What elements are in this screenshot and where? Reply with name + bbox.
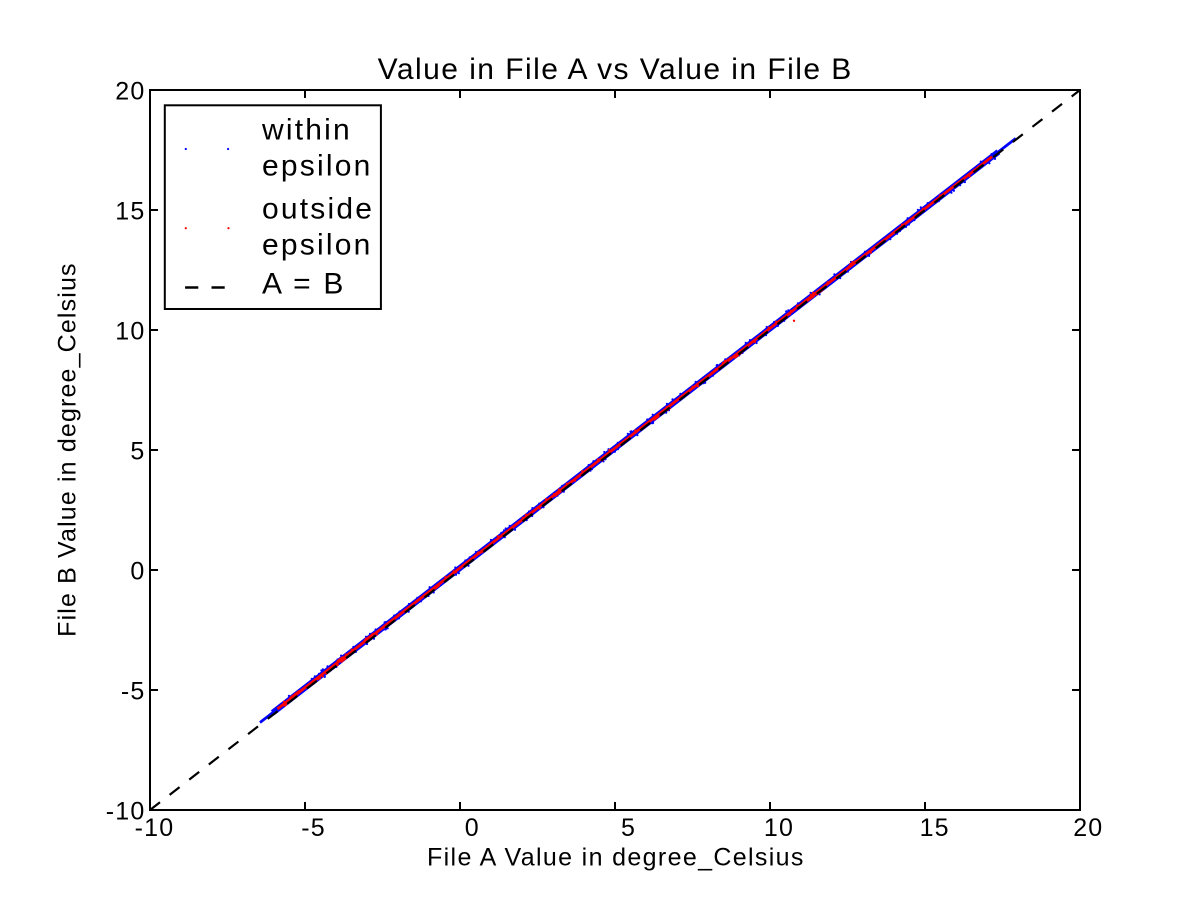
svg-text:-5: -5 [121,677,146,705]
svg-text:0: 0 [130,557,145,585]
svg-text:20: 20 [115,77,145,105]
svg-text:-10: -10 [135,814,175,842]
svg-text:10: 10 [115,317,145,345]
svg-text:5: 5 [130,437,145,465]
svg-text:5: 5 [621,814,636,842]
svg-text:-10: -10 [106,797,146,825]
svg-text:0: 0 [465,814,480,842]
svg-text:20: 20 [1073,814,1103,842]
svg-text:15: 15 [920,814,950,842]
svg-text:epsilon: epsilon [262,150,372,183]
svg-text:A = B: A = B [262,268,346,301]
svg-text:outside: outside [262,193,374,226]
svg-text:within: within [261,114,352,147]
svg-text:Value in File A vs Value in Fi: Value in File A vs Value in File B [378,53,853,86]
svg-text:10: 10 [764,814,794,842]
svg-text:File A Value in degree_Celsius: File A Value in degree_Celsius [427,844,805,872]
svg-text:File B Value in degree_Celsius: File B Value in degree_Celsius [54,262,82,637]
svg-text:-5: -5 [301,814,326,842]
svg-text:15: 15 [115,197,145,225]
svg-text:epsilon: epsilon [262,229,372,262]
